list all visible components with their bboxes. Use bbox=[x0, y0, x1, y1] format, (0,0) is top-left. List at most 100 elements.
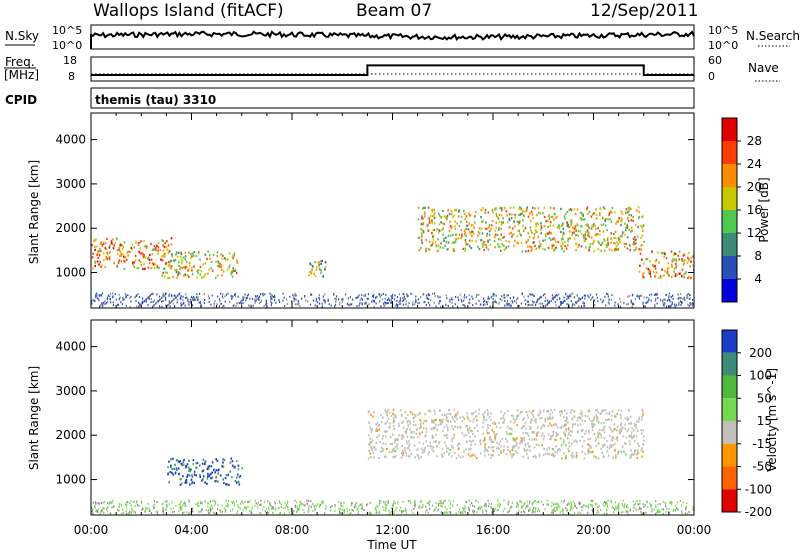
heatmap-cell bbox=[228, 266, 230, 269]
heatmap-cell bbox=[666, 271, 668, 274]
heatmap-cell bbox=[495, 425, 498, 428]
heatmap-cell bbox=[494, 436, 497, 439]
heatmap-cell bbox=[529, 212, 531, 215]
ground-scatter-cell bbox=[112, 499, 114, 502]
heatmap-cell bbox=[640, 236, 642, 239]
heatmap-cell bbox=[638, 210, 640, 213]
heatmap-cell bbox=[519, 442, 521, 445]
ground-scatter-cell bbox=[511, 501, 513, 504]
heatmap-cell bbox=[497, 446, 499, 449]
ground-scatter-cell bbox=[384, 297, 386, 300]
heatmap-cell bbox=[565, 444, 567, 447]
ground-scatter-cell bbox=[524, 303, 527, 306]
heatmap-cell bbox=[164, 271, 167, 274]
heatmap-cell bbox=[420, 232, 423, 235]
heatmap-cell bbox=[570, 408, 573, 411]
ground-scatter-cell bbox=[570, 294, 572, 297]
heatmap-cell bbox=[156, 244, 158, 247]
ground-scatter-cell bbox=[524, 502, 526, 505]
heatmap-cell bbox=[546, 448, 548, 451]
ground-scatter-cell bbox=[522, 505, 524, 508]
heatmap-cell bbox=[568, 208, 571, 212]
ground-scatter-cell bbox=[487, 297, 489, 300]
ground-scatter-cell bbox=[96, 297, 98, 300]
heatmap-cell bbox=[515, 444, 518, 447]
ground-scatter-cell bbox=[333, 292, 335, 295]
ground-scatter-cell bbox=[511, 300, 513, 303]
ground-scatter-cell bbox=[334, 504, 336, 506]
ground-scatter-cell bbox=[692, 304, 694, 307]
heatmap-cell bbox=[552, 433, 554, 436]
heatmap-cell bbox=[206, 482, 208, 485]
heatmap-cell bbox=[543, 435, 545, 438]
heatmap-cell bbox=[618, 431, 621, 434]
ground-scatter-cell bbox=[380, 500, 382, 503]
heatmap-cell bbox=[221, 268, 223, 271]
ground-scatter-cell bbox=[386, 504, 388, 506]
heatmap-cell bbox=[683, 259, 686, 262]
ground-scatter-cell bbox=[161, 503, 163, 506]
ground-scatter-cell bbox=[231, 500, 233, 503]
ground-scatter-cell bbox=[455, 512, 457, 515]
heatmap-cell bbox=[508, 432, 511, 435]
ground-scatter-cell bbox=[464, 510, 466, 513]
heatmap-cell bbox=[443, 413, 446, 416]
heatmap-cell bbox=[505, 239, 507, 242]
ground-scatter-cell bbox=[157, 300, 160, 303]
ground-scatter-cell bbox=[494, 299, 496, 302]
heatmap-cell bbox=[197, 271, 199, 274]
beam-title: Beam 07 bbox=[356, 1, 432, 21]
heatmap-cell bbox=[157, 249, 159, 252]
heatmap-cell bbox=[208, 465, 211, 468]
heatmap-cell bbox=[179, 483, 182, 486]
ground-scatter-cell bbox=[685, 505, 687, 508]
ground-scatter-cell bbox=[524, 511, 526, 514]
heatmap-cell bbox=[555, 246, 557, 249]
heatmap-cell bbox=[524, 210, 526, 213]
heatmap-cell bbox=[124, 255, 127, 258]
heatmap-cell bbox=[176, 251, 178, 254]
heatmap-cell bbox=[449, 413, 452, 416]
heatmap-cell bbox=[493, 421, 496, 424]
heatmap-cell bbox=[538, 455, 541, 458]
heatmap-cell bbox=[199, 475, 202, 478]
ground-scatter-cell bbox=[526, 300, 528, 303]
heatmap-cell bbox=[437, 244, 440, 247]
ground-scatter-cell bbox=[360, 507, 362, 510]
heatmap-cell bbox=[635, 420, 638, 423]
ground-scatter-cell bbox=[166, 304, 168, 307]
heatmap-cell bbox=[652, 265, 655, 268]
heatmap-cell bbox=[514, 239, 516, 242]
heatmap-cell bbox=[484, 243, 486, 246]
heatmap-cell bbox=[369, 437, 372, 440]
colorbar-segment bbox=[722, 443, 737, 467]
heatmap-cell bbox=[568, 230, 571, 233]
heatmap-cell bbox=[569, 430, 572, 433]
ground-scatter-cell bbox=[678, 303, 680, 306]
ground-scatter-cell bbox=[166, 506, 168, 509]
heatmap-cell bbox=[626, 217, 629, 220]
heatmap-cell bbox=[573, 416, 576, 419]
heatmap-cell bbox=[513, 220, 515, 223]
heatmap-cell bbox=[441, 447, 444, 451]
heatmap-cell bbox=[313, 272, 315, 275]
heatmap-cell bbox=[432, 426, 435, 429]
heatmap-cell bbox=[626, 416, 629, 419]
ground-scatter-cell bbox=[133, 500, 135, 503]
heatmap-cell bbox=[420, 247, 422, 250]
heatmap-cell bbox=[179, 268, 181, 271]
heatmap-cell bbox=[445, 418, 448, 421]
ground-scatter-cell bbox=[376, 504, 378, 507]
ground-scatter-cell bbox=[437, 296, 439, 299]
ground-scatter-cell bbox=[118, 293, 120, 296]
heatmap-cell bbox=[527, 232, 530, 235]
ground-scatter-cell bbox=[359, 503, 361, 506]
heatmap-cell bbox=[530, 412, 533, 415]
heatmap-cell bbox=[503, 445, 505, 448]
heatmap-cell bbox=[500, 450, 502, 453]
ground-scatter-cell bbox=[670, 296, 672, 298]
ground-scatter-cell bbox=[613, 511, 615, 514]
heatmap-cell bbox=[554, 238, 556, 241]
heatmap-cell bbox=[498, 453, 500, 457]
heatmap-cell bbox=[664, 269, 666, 272]
